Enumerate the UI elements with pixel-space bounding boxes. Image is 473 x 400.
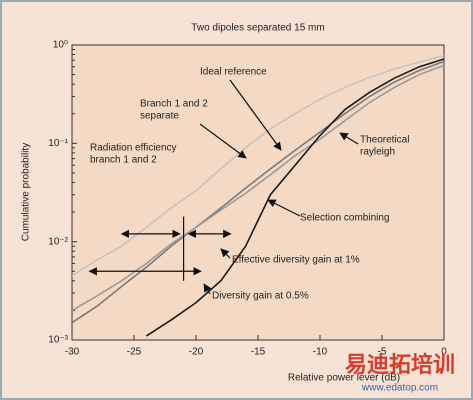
chart-title: Two dipoles separated 15 mm: [191, 23, 324, 34]
annotation-arrow: [203, 283, 212, 295]
annotation: Theoretical: [360, 135, 409, 146]
series-line: [145, 58, 445, 337]
x-tick-label: -25: [127, 347, 142, 358]
annotation-arrow: [267, 199, 301, 217]
annotation: separate: [140, 111, 179, 122]
annotation: Diversity gain at 0.5%: [212, 291, 309, 302]
x-tick-label: -10: [313, 347, 328, 358]
x-tick-label: -30: [65, 347, 80, 358]
annotation: Branch 1 and 2: [140, 99, 208, 110]
y-tick-label: 10⁰: [53, 40, 68, 51]
y-axis-label: Cumulative probability: [21, 143, 32, 241]
x-axis-label: Relative power lever (dB): [288, 373, 400, 384]
annotation: rayleigh: [360, 147, 395, 158]
annotation-arrow: [229, 79, 282, 151]
x-tick-label: -5: [378, 347, 387, 358]
x-tick-label: -15: [251, 347, 266, 358]
annotation: Ideal reference: [200, 67, 267, 78]
x-tick-label: 0: [441, 347, 447, 358]
annotation: branch 1 and 2: [90, 155, 157, 166]
annotation-arrow: [339, 132, 359, 145]
annotation: Effective diversity gain at 1%: [232, 255, 360, 266]
x-tick-label: -20: [189, 347, 204, 358]
annotation-arrow: [220, 248, 231, 259]
watermark: 易迪拓培训: [345, 352, 455, 377]
y-tick-label: 10⁻¹: [48, 138, 68, 149]
annotation: Radiation efficiency: [90, 143, 177, 154]
annotation-arrow: [199, 123, 247, 159]
annotation: Selection combining: [300, 213, 390, 224]
y-tick-label: 10⁻³: [48, 335, 68, 346]
watermark: www.edatop.com: [361, 383, 438, 394]
y-tick-label: 10⁻²: [48, 236, 68, 247]
series-line: [71, 60, 445, 324]
